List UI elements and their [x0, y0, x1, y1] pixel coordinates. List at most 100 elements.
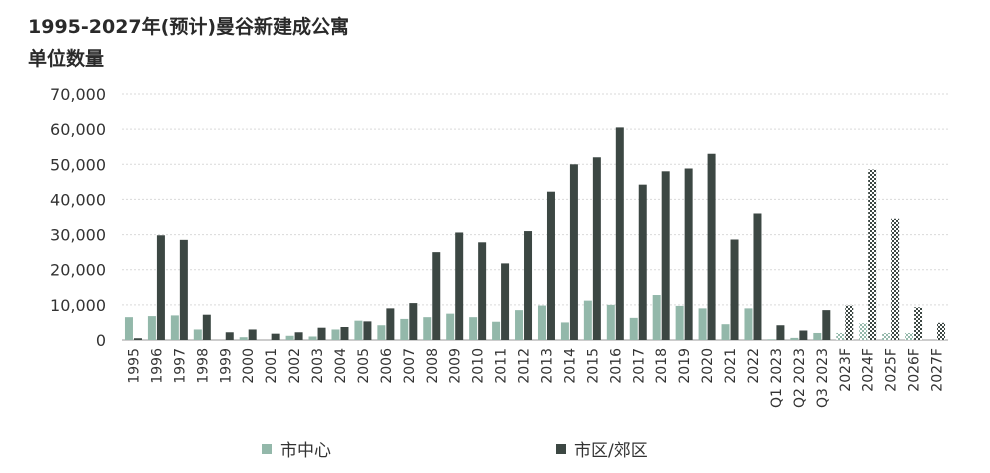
x-tick-label: 2007 [402, 348, 418, 384]
bar-suburban [615, 127, 624, 340]
x-tick-label: 2022 [746, 348, 762, 384]
x-tick-label: 2014 [562, 348, 578, 384]
y-tick-label: 70,000 [50, 85, 106, 104]
bar-city-center [813, 332, 822, 340]
y-tick-label: 20,000 [50, 261, 106, 280]
x-tick-label: Q2 2023 [792, 348, 808, 408]
y-tick-label: 50,000 [50, 155, 106, 174]
bar-suburban [914, 307, 923, 340]
bar-city-center [515, 310, 524, 340]
bar-suburban [845, 305, 854, 340]
bar-suburban [638, 184, 647, 340]
x-tick-label: 2012 [517, 348, 533, 384]
bar-suburban [317, 327, 326, 340]
bar-suburban [455, 232, 464, 340]
bar-city-center [606, 304, 615, 340]
legend-item-suburban: 市区/郊区 [556, 436, 648, 461]
x-tick-label: 1998 [195, 348, 211, 384]
bar-suburban [868, 169, 877, 340]
bar-suburban [569, 164, 578, 340]
bar-suburban [340, 327, 349, 340]
x-tick-label: 2024F [861, 348, 877, 392]
bar-suburban [225, 332, 234, 340]
x-tick-label: 2008 [425, 348, 441, 384]
x-tick-label: 2005 [356, 348, 372, 384]
bar-suburban [202, 314, 211, 340]
x-tick-label: 2025F [884, 348, 900, 392]
y-tick-label: 60,000 [50, 120, 106, 139]
bar-suburban [478, 242, 487, 340]
legend: 市中心 市区/郊区 [0, 436, 990, 466]
bar-suburban [133, 338, 142, 340]
bar-city-center [652, 295, 661, 340]
bar-city-center [905, 332, 914, 340]
y-axis-ticks: 0 10,000 20,000 30,000 40,000 50,000 60,000 70,… [50, 85, 106, 350]
bar-suburban [271, 333, 280, 340]
legend-swatch-suburban [556, 443, 566, 454]
bar-city-center [400, 318, 409, 340]
bar-city-center [698, 308, 707, 340]
bar-suburban [363, 321, 372, 340]
bar-city-center [859, 323, 868, 340]
x-tick-label: 2021 [723, 348, 739, 384]
bar-suburban [248, 329, 257, 340]
bar-city-center [882, 332, 891, 340]
bar-city-center [193, 329, 202, 340]
bar-suburban [799, 330, 808, 340]
bar-city-center [285, 335, 294, 340]
bar-city-center [170, 315, 179, 340]
bar-city-center [560, 322, 569, 340]
bar-city-center [124, 317, 133, 340]
x-tick-label: 2016 [608, 348, 624, 384]
x-tick-label: 2006 [379, 348, 395, 384]
bar-suburban [776, 325, 785, 340]
x-tick-label: 2004 [333, 348, 349, 384]
y-tick-label: 30,000 [50, 226, 106, 245]
x-tick-label: 2026F [907, 348, 923, 392]
x-tick-label: 2013 [539, 348, 555, 384]
bar-suburban [386, 308, 395, 340]
y-axis-unit-label: 单位数量 [28, 48, 105, 70]
bar-city-center [147, 316, 156, 340]
x-tick-label: 1996 [149, 348, 165, 384]
chart-title: 1995-2027年(预计)曼谷新建成公寓 [28, 16, 350, 38]
y-tick-label: 40,000 [50, 190, 106, 209]
bar-city-center [354, 320, 363, 340]
gridlines [122, 93, 948, 341]
x-tick-label: 2001 [264, 348, 280, 384]
bar-suburban [546, 191, 555, 340]
x-axis-ticks: 1995 1996 1997 1998 1999 2000 2001 2002 2003 2004… [126, 348, 945, 408]
x-tick-label: 2018 [654, 348, 670, 384]
legend-label-suburban: 市区/郊区 [574, 441, 648, 461]
bar-suburban [822, 310, 831, 340]
bar-city-center [721, 324, 730, 340]
bar-city-center [239, 337, 248, 340]
bar-suburban [730, 239, 739, 340]
bar-city-center [537, 305, 546, 340]
x-tick-label: 2003 [310, 348, 326, 384]
bar-city-center [377, 325, 386, 340]
x-tick-label: Q1 2023 [769, 348, 785, 408]
bar-chart: 0 10,000 20,000 30,000 40,000 50,000 60,000 70,… [50, 85, 948, 408]
bar-city-center [767, 339, 776, 340]
x-tick-label: 2002 [287, 348, 303, 384]
x-tick-label: 2011 [494, 348, 510, 384]
bar-suburban [707, 153, 716, 340]
bar-city-center [744, 308, 753, 340]
x-tick-label: 2010 [471, 348, 487, 384]
x-tick-label: 2020 [700, 348, 716, 384]
x-tick-label: 1997 [172, 348, 188, 384]
y-tick-label: 10,000 [50, 296, 106, 315]
x-tick-label: 2017 [631, 348, 647, 384]
y-tick-label: 0 [96, 331, 106, 350]
bar-suburban [156, 235, 165, 340]
x-tick-label: Q3 2023 [815, 348, 831, 408]
bar-suburban [592, 157, 601, 340]
bar-city-center [446, 313, 455, 340]
bar-city-center [836, 332, 845, 340]
bar-city-center [308, 336, 317, 340]
bar-city-center [331, 329, 340, 340]
bar-suburban [891, 218, 900, 340]
bar-city-center [629, 317, 638, 340]
legend-label-city-center: 市中心 [280, 441, 331, 461]
